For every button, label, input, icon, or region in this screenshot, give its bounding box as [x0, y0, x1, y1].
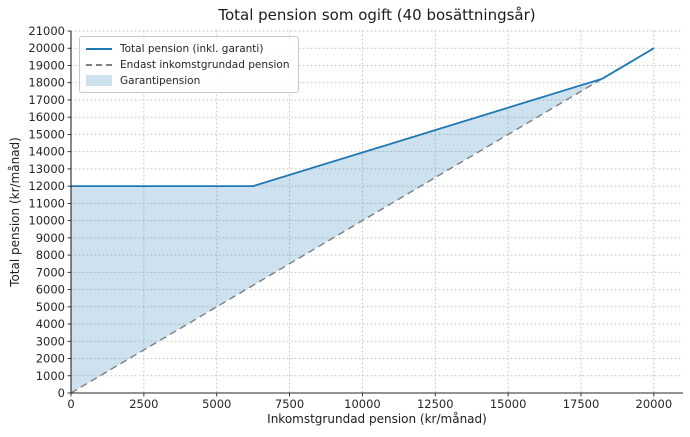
y-tick-label: 6000	[36, 283, 65, 297]
x-tick-label: 7500	[275, 397, 304, 411]
x-tick-label: 5000	[202, 397, 231, 411]
solid-line-swatch-icon	[86, 47, 112, 50]
y-tick-label: 14000	[28, 145, 65, 159]
x-tick-label: 10000	[344, 397, 381, 411]
y-axis-label: Total pension (kr/månad)	[8, 137, 22, 287]
legend-item-total-pension: Total pension (inkl. garanti)	[86, 42, 289, 55]
y-tick-label: 8000	[36, 248, 65, 262]
legend-label: Total pension (inkl. garanti)	[120, 42, 264, 55]
y-tick-label: 15000	[28, 127, 65, 141]
legend-item-income-pension: Endast inkomstgrundad pension	[86, 58, 289, 71]
y-tick-label: 20000	[28, 41, 65, 55]
legend-item-garantipension: Garantipension	[86, 74, 289, 87]
y-tick-label: 13000	[28, 162, 65, 176]
x-axis-label: Inkomstgrundad pension (kr/månad)	[267, 412, 487, 426]
x-tick-label: 17500	[563, 397, 600, 411]
y-tick-label: 2000	[36, 352, 65, 366]
y-tick-label: 19000	[28, 58, 65, 72]
y-tick-label: 1000	[36, 369, 65, 383]
legend-label: Garantipension	[120, 74, 201, 87]
y-tick-label: 11000	[28, 196, 65, 210]
y-tick-label: 17000	[28, 93, 65, 107]
total-pension-line	[71, 47, 655, 188]
y-tick-label: 10000	[28, 214, 65, 228]
y-tick-label: 3000	[36, 334, 65, 348]
y-tick-label: 18000	[28, 76, 65, 90]
y-tick-label: 16000	[28, 110, 65, 124]
y-tick-label: 9000	[36, 231, 65, 245]
x-tick-label: 20000	[636, 397, 673, 411]
y-tick-label: 21000	[28, 24, 65, 38]
x-tick-label: 15000	[490, 397, 527, 411]
legend-label: Endast inkomstgrundad pension	[120, 58, 290, 71]
x-tick-label: 0	[67, 397, 74, 411]
legend: Total pension (inkl. garanti) Endast ink…	[79, 36, 300, 93]
y-tick-label: 4000	[36, 317, 65, 331]
y-tick-label: 12000	[28, 179, 65, 193]
x-tick-label: 2500	[129, 397, 158, 411]
dashed-line-swatch-icon	[86, 63, 112, 66]
y-tick-label: 7000	[36, 265, 65, 279]
y-tick-label: 0	[58, 386, 65, 400]
area-patch-swatch-icon	[86, 75, 112, 86]
income-pension-line	[70, 47, 655, 394]
chart-title: Total pension som ogift (40 bosättningså…	[218, 6, 536, 24]
x-tick-label: 12500	[417, 397, 454, 411]
y-tick-label: 5000	[36, 300, 65, 314]
